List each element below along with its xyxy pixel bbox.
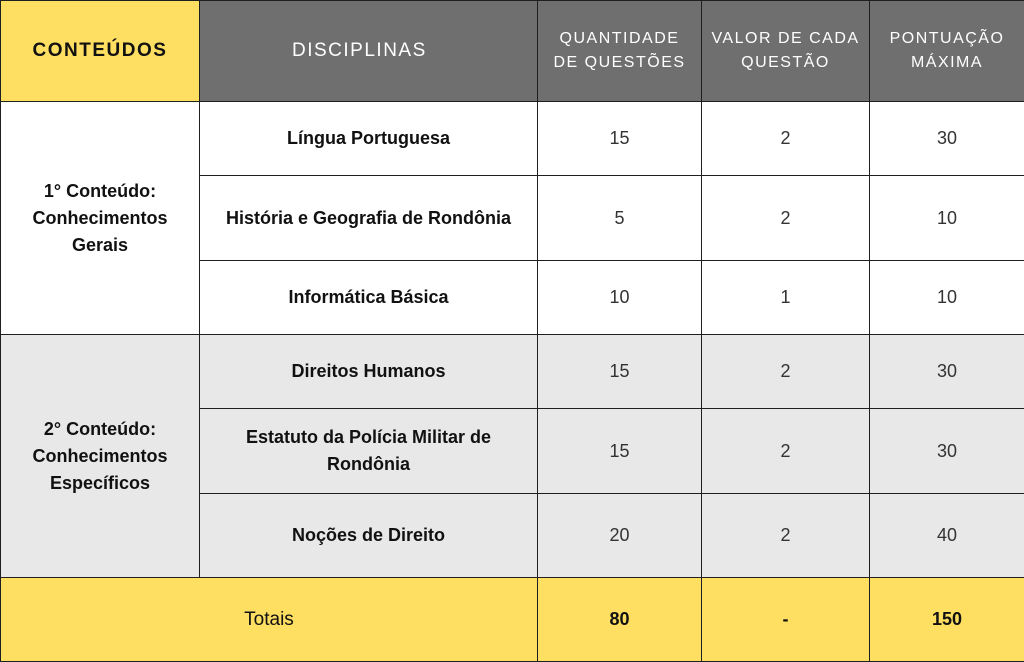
- totals-label: Totais: [1, 578, 538, 662]
- table-row: 2° Conteúdo: Conhecimentos Específicos D…: [1, 335, 1024, 409]
- totals-row: Totais 80 - 150: [1, 578, 1024, 662]
- totals-value: -: [702, 578, 870, 662]
- value-cell: 2: [702, 102, 870, 176]
- qty-cell: 15: [538, 335, 702, 409]
- header-row: CONTEÚDOS DISCIPLINAS QUANTIDADE DE QUES…: [1, 1, 1024, 102]
- value-cell: 2: [702, 494, 870, 578]
- max-cell: 10: [870, 176, 1024, 261]
- value-cell: 2: [702, 335, 870, 409]
- qty-cell: 10: [538, 261, 702, 335]
- group-label-1: 1° Conteúdo: Conhecimentos Gerais: [1, 102, 200, 335]
- header-pontuacao: PONTUAÇÃO MÁXIMA: [870, 1, 1024, 102]
- value-cell: 2: [702, 176, 870, 261]
- max-cell: 40: [870, 494, 1024, 578]
- subject-cell: Informática Básica: [200, 261, 538, 335]
- subject-cell: Língua Portuguesa: [200, 102, 538, 176]
- header-quantidade: QUANTIDADE DE QUESTÕES: [538, 1, 702, 102]
- qty-cell: 15: [538, 409, 702, 494]
- max-cell: 30: [870, 409, 1024, 494]
- qty-cell: 20: [538, 494, 702, 578]
- max-cell: 30: [870, 335, 1024, 409]
- max-cell: 10: [870, 261, 1024, 335]
- subject-cell: Estatuto da Polícia Militar de Rondônia: [200, 409, 538, 494]
- subject-cell: Noções de Direito: [200, 494, 538, 578]
- subject-cell: Direitos Humanos: [200, 335, 538, 409]
- max-cell: 30: [870, 102, 1024, 176]
- qty-cell: 5: [538, 176, 702, 261]
- totals-max: 150: [870, 578, 1024, 662]
- totals-qty: 80: [538, 578, 702, 662]
- header-disciplinas: DISCIPLINAS: [200, 1, 538, 102]
- group-label-2: 2° Conteúdo: Conhecimentos Específicos: [1, 335, 200, 578]
- qty-cell: 15: [538, 102, 702, 176]
- header-valor: VALOR DE CADA QUESTÃO: [702, 1, 870, 102]
- subject-cell: História e Geografia de Rondônia: [200, 176, 538, 261]
- header-conteudos: CONTEÚDOS: [1, 1, 200, 102]
- value-cell: 1: [702, 261, 870, 335]
- table-row: 1° Conteúdo: Conhecimentos Gerais Língua…: [1, 102, 1024, 176]
- value-cell: 2: [702, 409, 870, 494]
